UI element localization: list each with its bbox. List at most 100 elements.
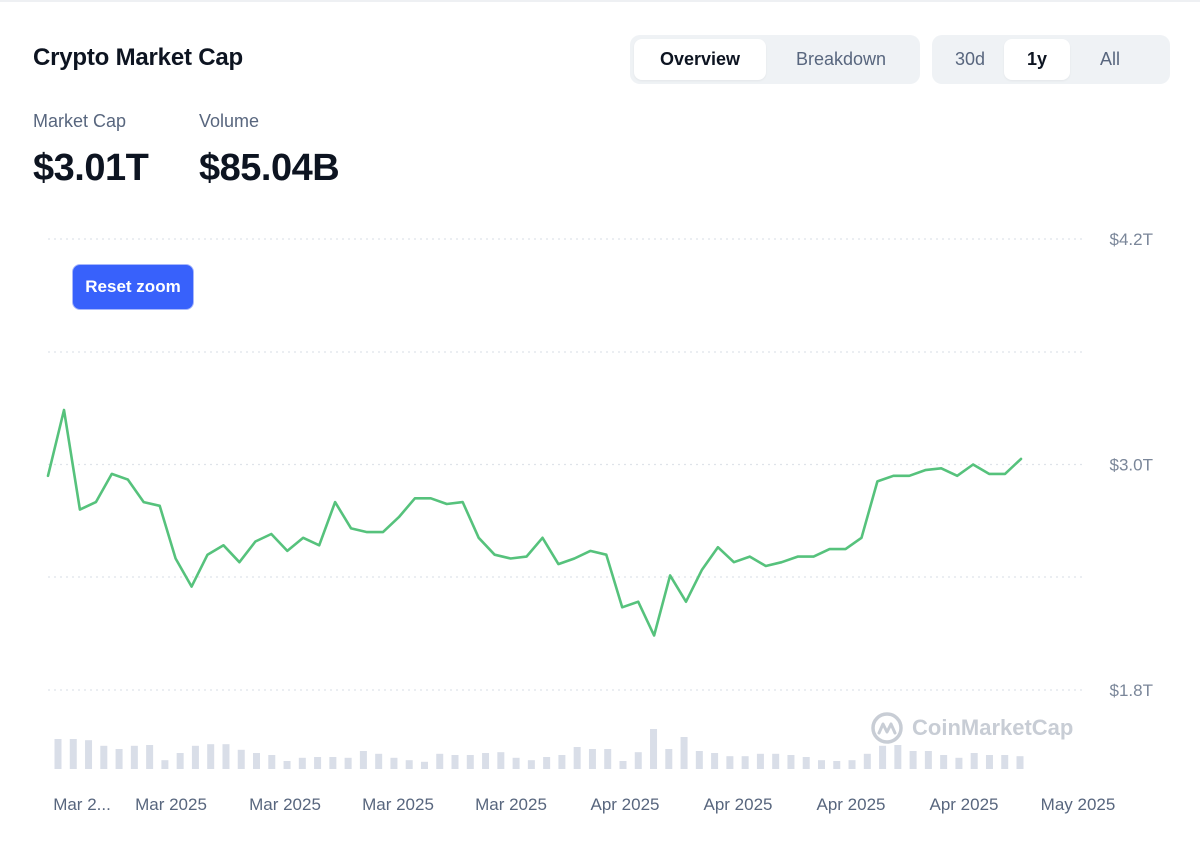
line-point [379, 528, 387, 536]
line-point [969, 461, 977, 469]
volume-bar [237, 749, 245, 769]
volume-bar [741, 756, 749, 769]
line-point [810, 553, 818, 561]
line-point [921, 466, 929, 474]
volume-bar [253, 753, 261, 769]
line-point [985, 470, 993, 478]
volume-bar [527, 760, 535, 769]
volume-bar [314, 757, 322, 769]
x-axis: Mar 2... Mar 2025 Mar 2025 Mar 2025 Mar 2025… [53, 795, 1115, 814]
volume-bar [283, 761, 291, 769]
line-point [156, 502, 164, 510]
line-point [92, 498, 100, 506]
tab-overview[interactable]: Overview [634, 39, 766, 80]
line-point [475, 534, 483, 542]
volume-bar [680, 737, 688, 769]
volume-bar [466, 755, 474, 769]
volume-bar [863, 753, 871, 769]
line-point [251, 538, 259, 546]
line-point [219, 541, 227, 549]
volume-bar [1016, 756, 1024, 769]
line-point [778, 558, 786, 566]
volume-bar [344, 757, 352, 769]
line-point [937, 464, 945, 472]
range-all-button[interactable]: All [1099, 49, 1120, 69]
line-point [602, 551, 610, 559]
page-title: Crypto Market Cap [33, 44, 243, 71]
line-point [267, 530, 275, 538]
line-point [1001, 470, 1009, 478]
coinmarketcap-watermark: CoinMarketCap [870, 711, 1073, 745]
line-point [188, 583, 196, 591]
volume-bar [756, 753, 764, 769]
volume-bar [695, 751, 703, 769]
line-point [443, 500, 451, 508]
line-point [411, 494, 419, 502]
line-point [459, 498, 467, 506]
x-tick-label: Apr 2025 [930, 795, 999, 814]
range-30d-button[interactable]: 30d [954, 49, 986, 69]
reset-zoom-button[interactable]: Reset zoom [72, 264, 194, 310]
volume-bar [1001, 755, 1009, 769]
volume-bar [420, 761, 428, 769]
line-point [331, 498, 339, 506]
volume-bar [375, 753, 383, 769]
line-point [347, 524, 355, 532]
volume-bar [940, 755, 948, 769]
volume-bar [894, 745, 902, 769]
line-point [826, 545, 834, 553]
volume-bar [207, 744, 215, 769]
line-point [953, 472, 961, 480]
line-point [172, 554, 180, 562]
volume-bar [970, 753, 978, 769]
volume-bar [497, 752, 505, 769]
volume-bar [879, 745, 887, 769]
volume-bar [665, 749, 673, 769]
volume-bar [955, 757, 963, 769]
volume-bar [436, 753, 444, 769]
line-point [315, 541, 323, 549]
volume-bar [85, 740, 93, 769]
line-point [746, 553, 754, 561]
volume-label: Volume [199, 111, 260, 131]
view-tab-group: Overview Breakdown [630, 35, 920, 84]
tab-breakdown[interactable]: Breakdown [795, 49, 887, 69]
line-point [889, 472, 897, 480]
line-point [842, 545, 850, 553]
volume-bar [817, 760, 825, 769]
market-cap-value: $3.01T [33, 147, 149, 189]
volume-bar [573, 747, 581, 769]
line-point [235, 558, 243, 566]
line-point [570, 554, 578, 562]
range-tab-group: 30d 1y All [932, 35, 1170, 84]
range-1y-button[interactable]: 1y [1004, 39, 1070, 80]
line-point [427, 494, 435, 502]
volume-bar [161, 760, 169, 769]
x-tick-label: Mar 2... [53, 795, 111, 814]
volume-bar [711, 753, 719, 769]
x-tick-label: Mar 2025 [249, 795, 321, 814]
volume-bar [604, 749, 612, 769]
volume-bar [543, 757, 551, 769]
y-tick-label: $3.0T [1110, 456, 1153, 475]
line-point [794, 553, 802, 561]
line-point [1017, 455, 1025, 463]
volume-bar [650, 729, 658, 769]
volume-bar [985, 755, 993, 769]
line-point [204, 551, 212, 559]
line-point [124, 476, 132, 484]
x-tick-label: Apr 2025 [591, 795, 660, 814]
volume-value: $85.04B [199, 147, 340, 189]
volume-bar [146, 745, 154, 769]
line-point [395, 513, 403, 521]
volume-bar [359, 751, 367, 769]
line-point [140, 498, 148, 506]
volume-bar [54, 739, 62, 769]
line-point [762, 562, 770, 570]
volume-bar [588, 749, 596, 769]
line-point [44, 472, 52, 480]
volume-bar [405, 760, 413, 769]
volume-bar [130, 745, 138, 769]
volume-bar [558, 755, 566, 769]
